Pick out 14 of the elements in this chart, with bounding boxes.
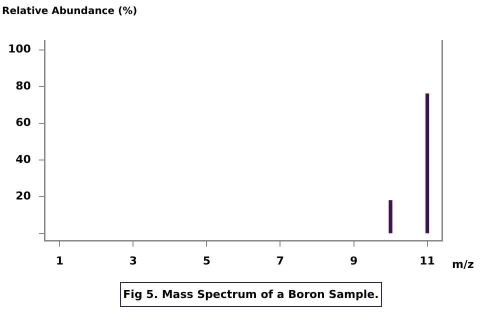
x-tick-label: 9	[350, 254, 358, 268]
x-tick-label: 11	[420, 254, 435, 268]
x-tick-label: 1	[56, 254, 64, 268]
y-tick-label: 20	[16, 190, 32, 203]
y-tick-label: 60	[16, 116, 32, 130]
x-tick-label: 3	[129, 254, 138, 268]
y-tick-label: 40	[16, 152, 32, 166]
y-axis-title: Relative Abundance (%)	[2, 6, 138, 17]
caption: Fig 5. Mass Spectrum of a Boron Sample.	[120, 282, 382, 307]
y-tick-label: 100	[8, 42, 32, 56]
x-tick-label: 7	[276, 254, 284, 268]
x-axis-title: m/z	[452, 258, 474, 271]
y-tick-label: 80	[16, 79, 32, 92]
x-tick-label: 5	[202, 254, 211, 268]
